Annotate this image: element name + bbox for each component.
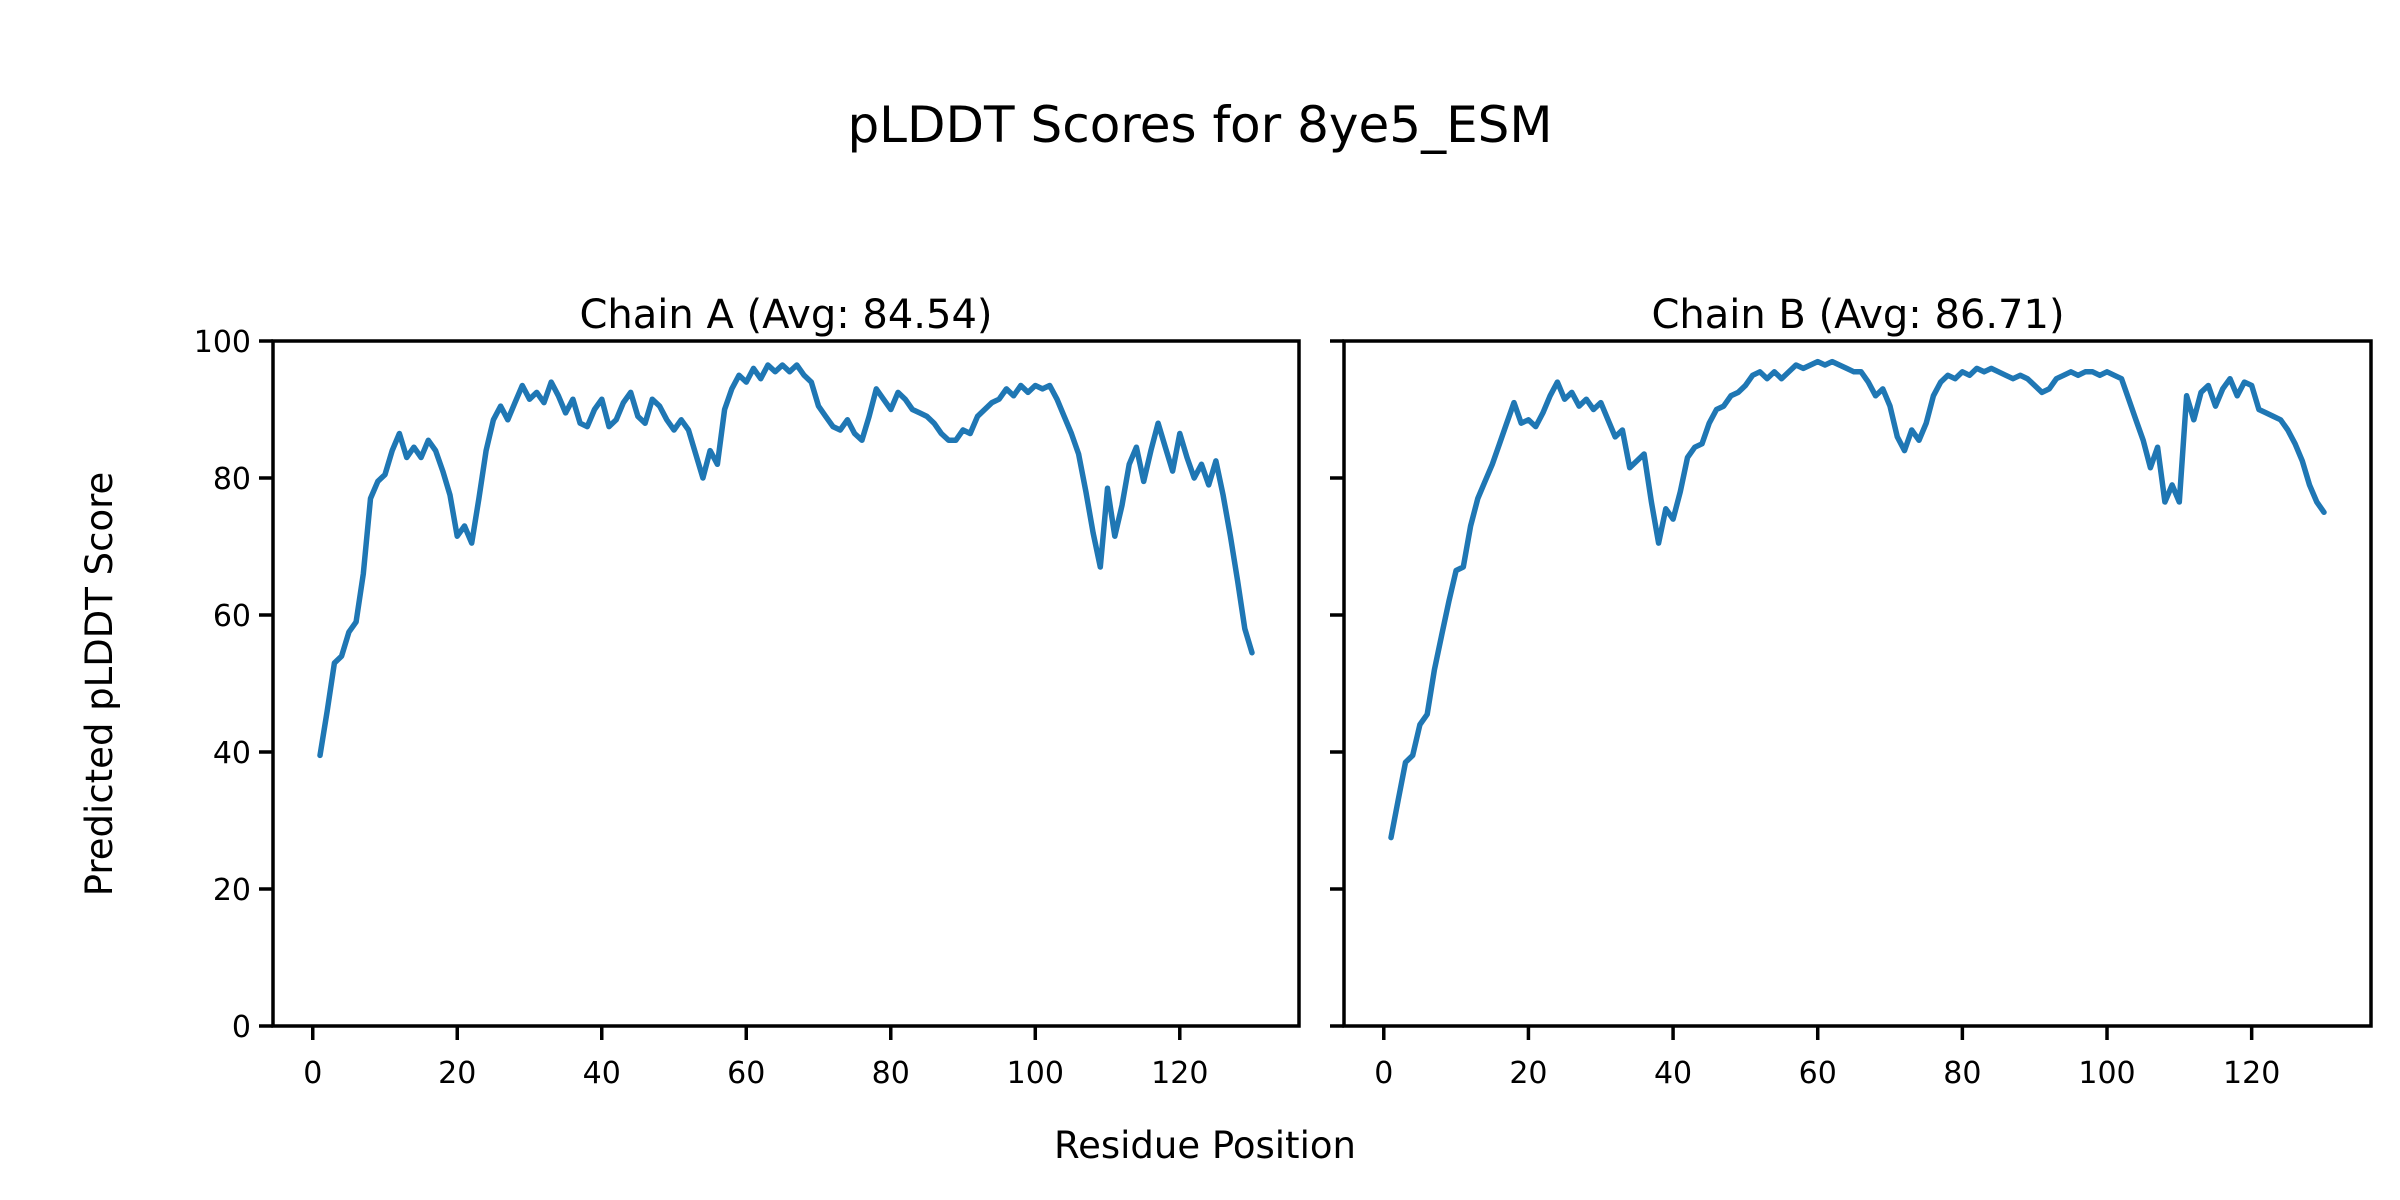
chain-a-y-tick-label: 80 — [213, 462, 251, 497]
chain-a-x-tick-label: 0 — [303, 1056, 322, 1091]
plddt-line-chain-b — [1388, 358, 2327, 841]
chain-b-subplot-title: Chain B (Avg: 86.71) — [1651, 292, 2064, 338]
chain-a-y-tick-label: 40 — [213, 736, 251, 771]
chain-a-x-tick-label: 100 — [1007, 1056, 1064, 1091]
chain-a-x-tick-label: 120 — [1151, 1056, 1208, 1091]
chain-a-x-tick-label: 20 — [438, 1056, 476, 1091]
chain-a-y-tick-label: 0 — [232, 1010, 251, 1045]
plddt-line-chain-a — [317, 362, 1255, 759]
figure-title: pLDDT Scores for 8ye5_ESM — [847, 96, 1552, 154]
chain-b-x-tick-label: 80 — [1943, 1056, 1981, 1091]
chain-b-x-tick-label: 120 — [2223, 1056, 2280, 1091]
chain-a-x-tick-label: 60 — [727, 1056, 765, 1091]
chain-b-x-tick-label: 60 — [1799, 1056, 1837, 1091]
chain-a-y-tick-label: 20 — [213, 873, 251, 908]
y-axis-label: Predicted pLDDT Score — [78, 472, 121, 897]
axes-layer: 0 20 40 60 80 100 120 0 20 40 60 80 100 0 20 40 60 80 100 1… — [194, 325, 2373, 1091]
chain-b-x-tick-label: 100 — [2078, 1056, 2135, 1091]
chain-a-y-tick-label: 60 — [213, 599, 251, 634]
chain-a-x-tick-label: 80 — [872, 1056, 910, 1091]
chain-a-subplot-title: Chain A (Avg: 84.54) — [579, 292, 992, 338]
chain-b-x-tick-label: 40 — [1654, 1056, 1692, 1091]
x-axis-label: Residue Position — [1054, 1124, 1356, 1167]
chain-a-x-tick-label: 40 — [583, 1056, 621, 1091]
chain-a-axes-box — [271, 339, 1301, 1028]
chain-b-x-tick-label: 20 — [1509, 1056, 1547, 1091]
chain-a-y-tick-label: 100 — [194, 325, 251, 360]
chain-b-axes-box — [1342, 339, 2373, 1028]
chain-b-x-tick-label: 0 — [1374, 1056, 1393, 1091]
